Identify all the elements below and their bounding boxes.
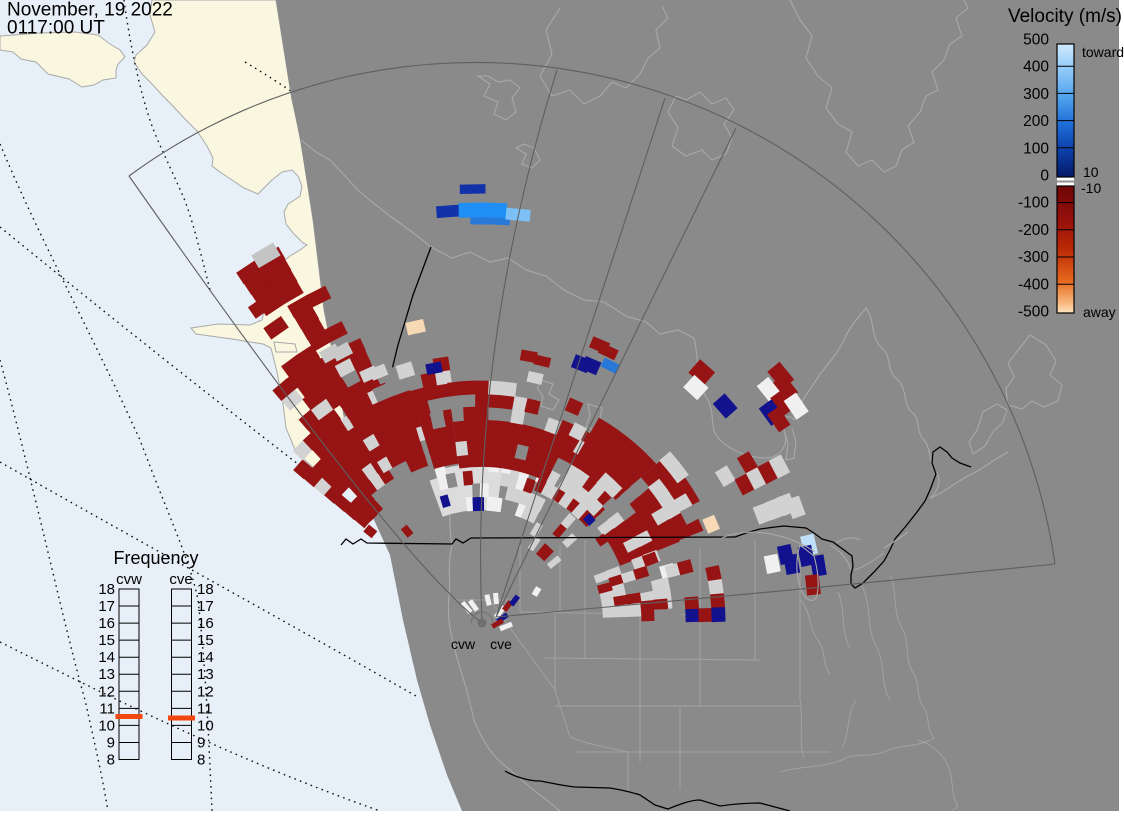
svg-text:-100: -100 (1018, 195, 1049, 212)
svg-text:Velocity (m/s): Velocity (m/s) (1008, 6, 1122, 27)
svg-text:8: 8 (197, 752, 205, 769)
svg-text:12: 12 (197, 683, 214, 700)
svg-text:9: 9 (107, 735, 115, 752)
svg-text:November, 19 2022: November, 19 2022 (7, 0, 173, 21)
svg-text:16: 16 (98, 615, 115, 632)
svg-text:10: 10 (1083, 164, 1099, 180)
svg-text:500: 500 (1023, 32, 1049, 49)
svg-text:18: 18 (197, 581, 214, 598)
svg-text:11: 11 (99, 700, 115, 717)
svg-text:100: 100 (1023, 140, 1049, 157)
svg-text:Frequency: Frequency (113, 548, 198, 568)
svg-text:13: 13 (197, 666, 214, 683)
svg-text:15: 15 (98, 632, 115, 649)
svg-text:17: 17 (98, 598, 115, 615)
svg-text:14: 14 (98, 649, 115, 666)
svg-text:8: 8 (107, 752, 115, 769)
svg-text:-300: -300 (1018, 249, 1049, 266)
svg-text:9: 9 (197, 735, 205, 752)
svg-text:0: 0 (1040, 168, 1049, 185)
svg-text:10: 10 (197, 717, 214, 734)
svg-text:cvw: cvw (116, 571, 142, 588)
svg-text:400: 400 (1023, 59, 1049, 76)
svg-text:cve: cve (490, 636, 512, 652)
svg-text:toward: toward (1082, 44, 1124, 60)
svg-text:13: 13 (98, 666, 115, 683)
svg-text:cvw: cvw (451, 636, 476, 652)
svg-text:-10: -10 (1081, 180, 1101, 196)
svg-text:18: 18 (98, 581, 115, 598)
svg-text:12: 12 (98, 683, 115, 700)
svg-text:cve: cve (169, 571, 192, 588)
svg-text:17: 17 (197, 598, 214, 615)
svg-text:200: 200 (1023, 113, 1049, 130)
svg-text:14: 14 (197, 649, 214, 666)
svg-text:-400: -400 (1018, 276, 1049, 293)
svg-text:11: 11 (197, 700, 213, 717)
svg-text:away: away (1083, 304, 1116, 320)
svg-text:16: 16 (197, 615, 214, 632)
svg-text:-200: -200 (1018, 222, 1049, 239)
svg-text:0117:00 UT: 0117:00 UT (7, 18, 105, 39)
svg-text:300: 300 (1023, 86, 1049, 103)
svg-text:15: 15 (197, 632, 214, 649)
svg-text:-500: -500 (1018, 304, 1049, 321)
svg-text:10: 10 (98, 717, 115, 734)
